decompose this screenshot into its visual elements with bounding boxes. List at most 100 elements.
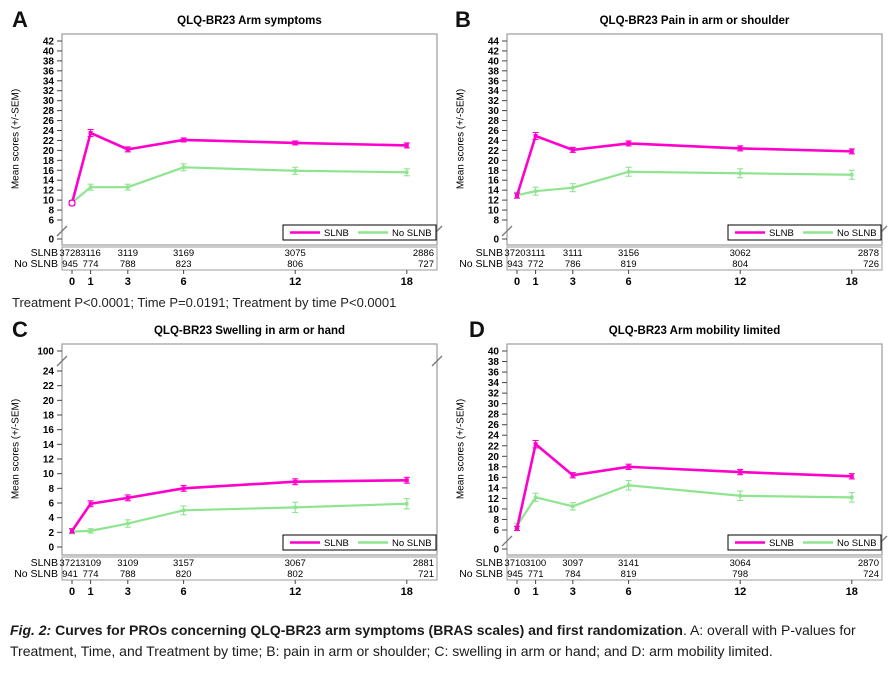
- svg-text:40: 40: [488, 56, 500, 67]
- svg-text:3067: 3067: [285, 558, 306, 569]
- panel-c-ylabel: Mean scores (+/-SEM): [10, 398, 22, 500]
- panel-a-chart: 6810121416182022242628303234363840420SLN…: [14, 33, 443, 288]
- svg-text:0: 0: [69, 276, 75, 288]
- svg-text:0: 0: [493, 545, 499, 556]
- svg-text:16: 16: [43, 166, 55, 177]
- svg-text:3720: 3720: [504, 248, 525, 259]
- svg-text:No SLNB: No SLNB: [459, 568, 503, 580]
- svg-text:2886: 2886: [413, 248, 434, 259]
- svg-text:34: 34: [43, 76, 55, 87]
- panel-d-ylabel: Mean scores (+/-SEM): [455, 398, 467, 500]
- svg-text:10: 10: [488, 504, 500, 515]
- svg-text:3075: 3075: [285, 248, 306, 259]
- svg-text:0: 0: [514, 586, 520, 598]
- svg-text:3728: 3728: [59, 248, 80, 259]
- svg-text:SLNB: SLNB: [476, 247, 503, 259]
- svg-text:2881: 2881: [413, 558, 434, 569]
- svg-text:3111: 3111: [563, 248, 583, 259]
- svg-text:2: 2: [48, 528, 54, 539]
- svg-text:38: 38: [488, 66, 500, 77]
- svg-text:774: 774: [83, 569, 99, 580]
- svg-text:SLNB: SLNB: [31, 247, 58, 259]
- panel-b-chart: 81012141618202224262830323436384042440SL…: [459, 33, 888, 288]
- svg-text:3062: 3062: [730, 248, 751, 259]
- svg-text:12: 12: [488, 196, 500, 207]
- panel-d: 6 8 10 12 14 16 18 20 22 24 26 28 30 32 34 36 38 40 0 SLNB N…: [445, 318, 889, 608]
- svg-text:10: 10: [488, 206, 500, 217]
- svg-text:44: 44: [488, 37, 500, 48]
- svg-text:No SLNB: No SLNB: [459, 258, 503, 270]
- svg-text:12: 12: [734, 586, 746, 598]
- svg-text:0: 0: [48, 543, 54, 554]
- svg-text:24: 24: [43, 126, 55, 137]
- panel-b-ylabel: Mean scores (+/-SEM): [455, 88, 467, 190]
- svg-text:8: 8: [48, 206, 54, 217]
- svg-text:784: 784: [565, 569, 581, 580]
- svg-text:3: 3: [125, 276, 131, 288]
- svg-text:819: 819: [621, 259, 637, 270]
- svg-text:0: 0: [514, 276, 520, 288]
- svg-text:18: 18: [488, 166, 500, 177]
- svg-text:42: 42: [43, 37, 55, 48]
- svg-text:12: 12: [289, 586, 301, 598]
- svg-text:727: 727: [418, 259, 434, 270]
- svg-text:No SLNB: No SLNB: [837, 538, 877, 549]
- svg-text:30: 30: [488, 399, 500, 410]
- svg-text:No SLNB: No SLNB: [14, 568, 58, 580]
- svg-text:16: 16: [488, 473, 500, 484]
- svg-text:14: 14: [488, 483, 500, 494]
- svg-text:3721: 3721: [59, 558, 80, 569]
- svg-text:28: 28: [488, 116, 500, 127]
- svg-text:774: 774: [83, 259, 99, 270]
- svg-text:12: 12: [289, 276, 301, 288]
- svg-text:3: 3: [570, 276, 576, 288]
- caption-rest-text: . A: overall with P-values for Treatment…: [10, 622, 856, 659]
- svg-text:3: 3: [125, 586, 131, 598]
- svg-text:20: 20: [43, 146, 55, 157]
- svg-text:18: 18: [846, 586, 858, 598]
- svg-text:36: 36: [488, 76, 500, 87]
- svg-text:786: 786: [565, 259, 581, 270]
- svg-text:772: 772: [528, 259, 544, 270]
- svg-text:0: 0: [493, 235, 499, 246]
- svg-text:10: 10: [43, 469, 55, 480]
- caption-bold-text: Curves for PROs concerning QLQ-BR23 arm …: [51, 622, 683, 638]
- svg-text:0: 0: [69, 586, 75, 598]
- svg-text:28: 28: [488, 410, 500, 421]
- svg-text:16: 16: [488, 176, 500, 187]
- svg-text:0: 0: [48, 235, 54, 246]
- svg-text:941: 941: [62, 569, 78, 580]
- panel-a-ylabel: Mean scores (+/-SEM): [10, 88, 22, 190]
- svg-text:788: 788: [120, 259, 136, 270]
- svg-text:SLNB: SLNB: [31, 557, 58, 569]
- svg-text:945: 945: [62, 259, 78, 270]
- svg-text:38: 38: [488, 357, 500, 368]
- svg-text:6: 6: [48, 216, 54, 227]
- svg-text:14: 14: [488, 186, 500, 197]
- svg-text:3111: 3111: [526, 248, 546, 259]
- svg-text:22: 22: [43, 136, 55, 147]
- svg-text:2870: 2870: [858, 558, 879, 569]
- svg-text:14: 14: [43, 440, 55, 451]
- svg-text:3100: 3100: [525, 558, 546, 569]
- svg-text:No SLNB: No SLNB: [392, 538, 432, 549]
- svg-text:36: 36: [488, 368, 500, 379]
- svg-text:823: 823: [176, 259, 192, 270]
- caption-fig-label: Fig. 2:: [10, 622, 52, 638]
- svg-text:SLNB: SLNB: [476, 557, 503, 569]
- svg-text:12: 12: [43, 186, 55, 197]
- svg-text:30: 30: [43, 96, 55, 107]
- svg-text:3064: 3064: [730, 558, 751, 569]
- svg-text:22: 22: [488, 441, 500, 452]
- svg-text:24: 24: [43, 367, 55, 378]
- svg-text:38: 38: [43, 56, 55, 67]
- svg-text:8: 8: [48, 484, 54, 495]
- svg-text:32: 32: [488, 96, 500, 107]
- svg-text:8: 8: [493, 216, 499, 227]
- svg-text:3109: 3109: [80, 558, 101, 569]
- svg-text:3: 3: [570, 586, 576, 598]
- svg-text:1: 1: [533, 276, 539, 288]
- svg-text:SLNB: SLNB: [769, 538, 794, 549]
- svg-text:18: 18: [401, 276, 413, 288]
